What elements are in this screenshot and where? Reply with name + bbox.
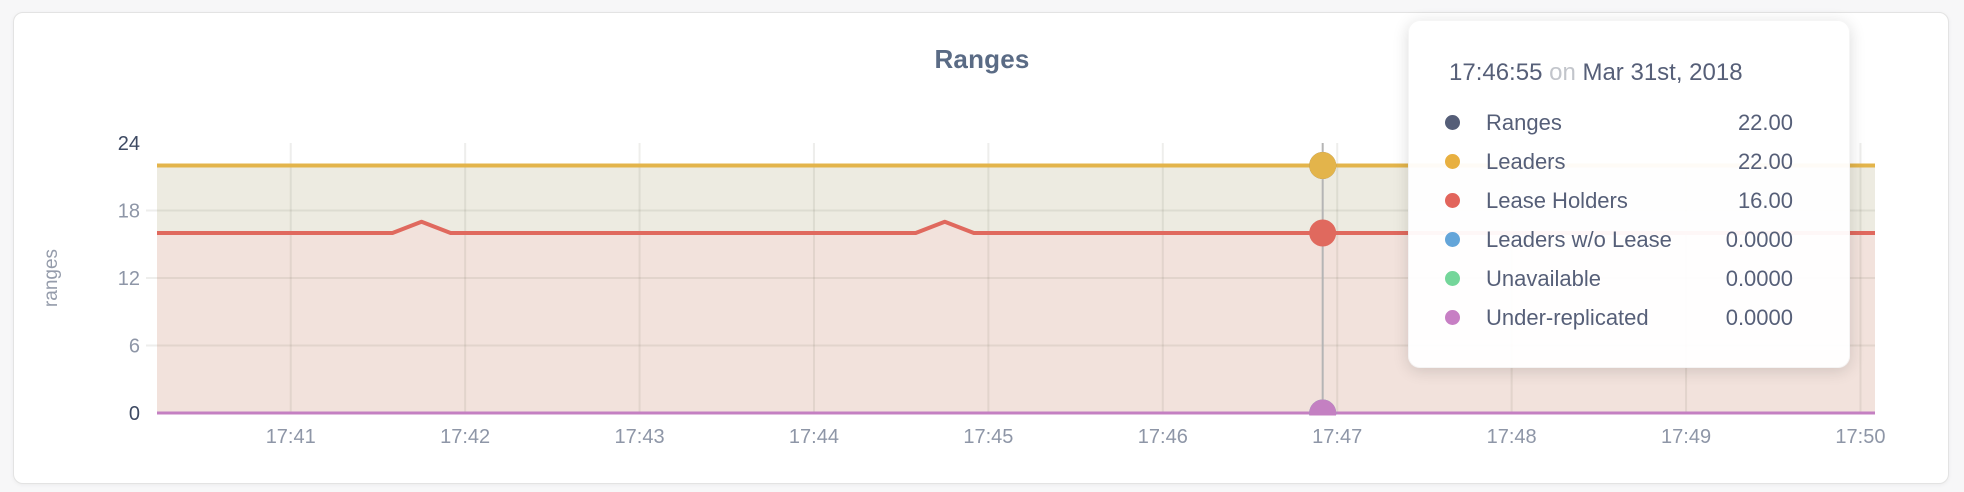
series-value: 22.00 xyxy=(1737,148,1793,174)
series-label: Ranges xyxy=(1486,109,1562,135)
x-axis-tick: 17:48 xyxy=(1487,426,1537,448)
series-dot-icon xyxy=(1445,154,1460,169)
series-label: Leaders w/o Lease xyxy=(1486,226,1672,252)
x-axis-tick: 17:41 xyxy=(266,426,316,448)
series-dot-icon xyxy=(1445,310,1460,325)
hover-dots xyxy=(1309,152,1337,416)
series-value: 0.0000 xyxy=(1725,265,1793,291)
tooltip-row: Lease Holders 16.00 xyxy=(1409,181,1849,220)
hover-dot-leaders xyxy=(1309,152,1337,179)
series-value: 16.00 xyxy=(1737,187,1793,213)
tooltip-rows: Ranges 22.00 Leaders 22.00 Lease Holders 16.0… xyxy=(1409,103,1849,337)
x-axis-tick: 17:43 xyxy=(615,426,665,448)
tooltip-header: 17:46:55 on Mar 31st, 2018 xyxy=(1449,59,1793,87)
series-label: Lease Holders xyxy=(1486,187,1628,213)
series-dot-icon xyxy=(1445,232,1460,247)
series-label: Leaders xyxy=(1486,148,1566,174)
tooltip-row: Under-replicated 0.0000 xyxy=(1409,298,1849,337)
chart-tooltip: 17:46:55 on Mar 31st, 2018 Ranges 22.00 Le… xyxy=(1408,20,1850,368)
x-axis-tick: 17:45 xyxy=(963,426,1013,448)
x-axis-tick: 17:47 xyxy=(1312,426,1362,448)
series-label: Unavailable xyxy=(1486,265,1601,291)
line-lease-holders xyxy=(157,219,1875,235)
series-value: 0.0000 xyxy=(1725,304,1793,330)
tooltip-row: Leaders 22.00 xyxy=(1409,142,1849,181)
y-axis-tick: 12 xyxy=(118,268,140,290)
y-axis-tick: 24 xyxy=(118,133,140,155)
hover-dot-under-replicated xyxy=(1309,399,1337,416)
tooltip-row: Leaders w/o Lease 0.0000 xyxy=(1409,220,1849,259)
tooltip-time: 17:46:55 xyxy=(1449,59,1543,86)
y-axis-tick: 18 xyxy=(118,201,140,223)
chart-title: Ranges xyxy=(934,44,1030,74)
series-dot-icon xyxy=(1445,193,1460,208)
x-axis-tick: 17:46 xyxy=(1138,426,1188,448)
tooltip-row: Unavailable 0.0000 xyxy=(1409,259,1849,298)
tooltip-row: Ranges 22.00 xyxy=(1409,103,1849,142)
y-axis-tick: 0 xyxy=(129,403,140,425)
y-axis-tick: 6 xyxy=(129,336,140,358)
x-axis-tick: 17:50 xyxy=(1835,426,1885,448)
series-dot-icon xyxy=(1445,115,1460,130)
series-value: 0.0000 xyxy=(1725,226,1793,252)
hover-dot-lease-holders xyxy=(1309,219,1337,247)
tooltip-on-word: on xyxy=(1549,59,1576,86)
series-label: Under-replicated xyxy=(1486,304,1649,330)
series-dot-icon xyxy=(1445,271,1460,286)
y-axis-label: ranges xyxy=(41,249,62,307)
tooltip-date: Mar 31st, 2018 xyxy=(1582,59,1743,86)
series-value: 22.00 xyxy=(1737,109,1793,135)
x-axis-tick: 17:44 xyxy=(789,426,839,448)
x-axis-tick: 17:42 xyxy=(440,426,490,448)
x-axis-tick: 17:49 xyxy=(1661,426,1711,448)
